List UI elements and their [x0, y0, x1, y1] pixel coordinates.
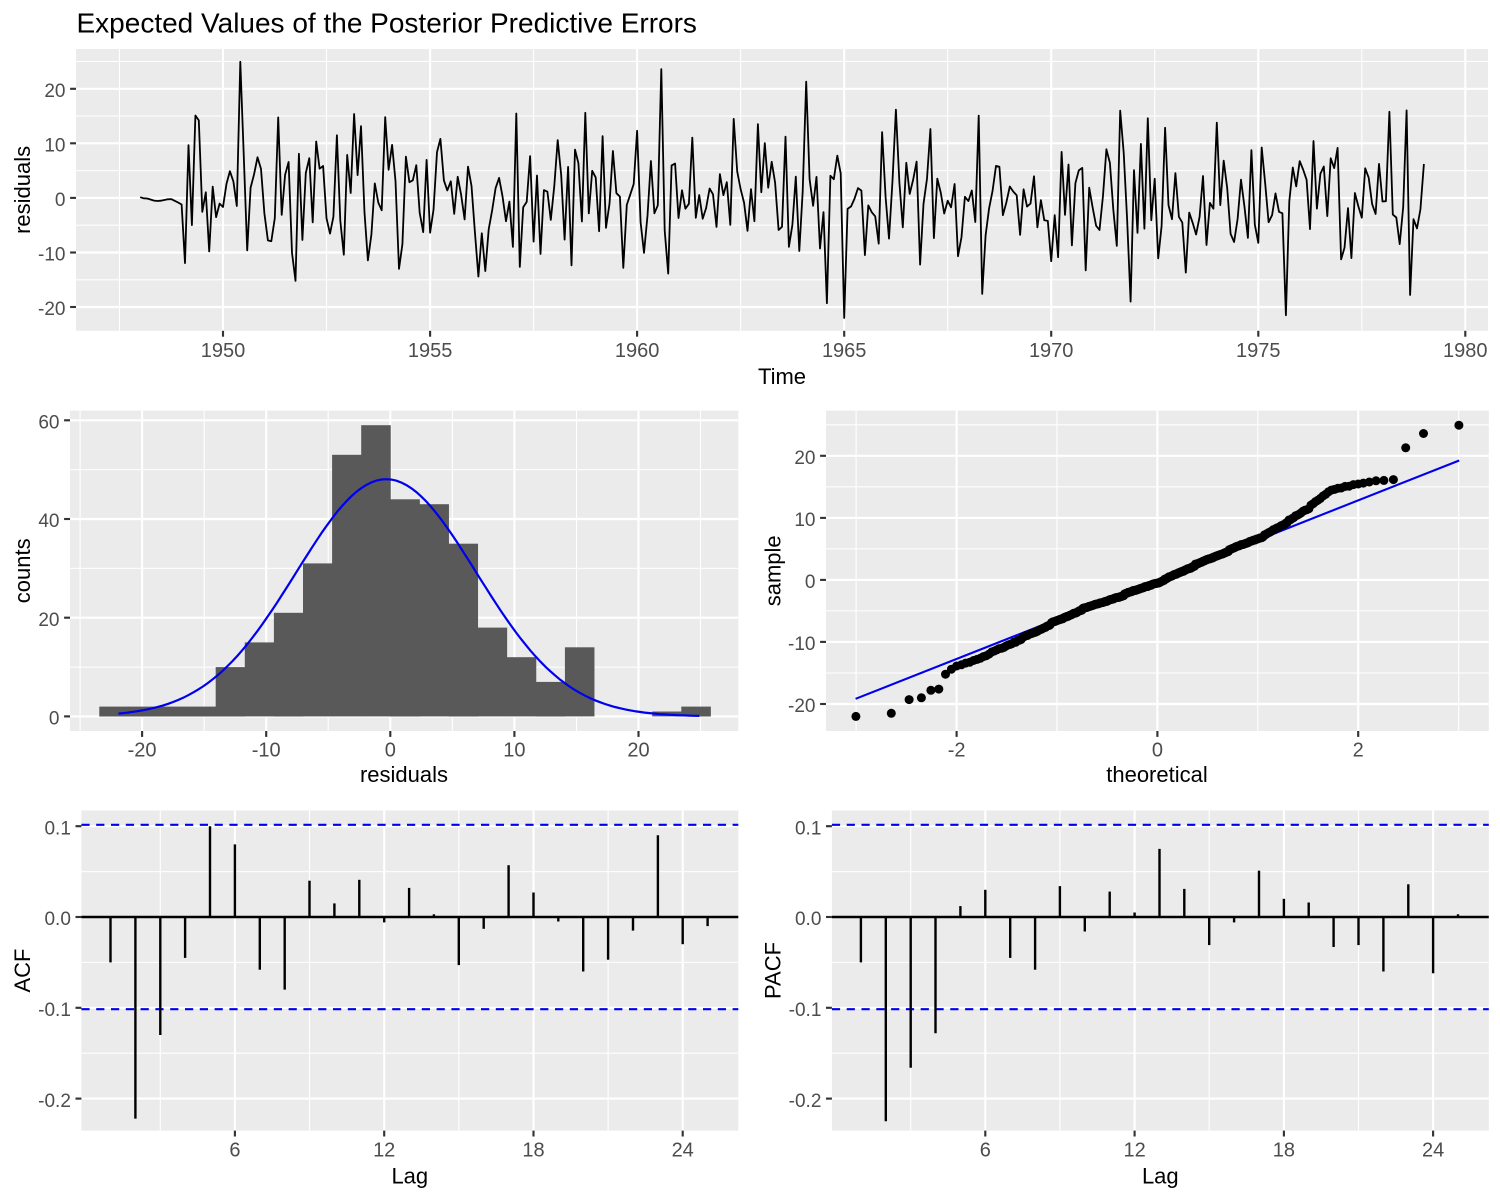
- svg-text:1960: 1960: [615, 340, 660, 362]
- svg-text:-0.2: -0.2: [38, 1091, 71, 1112]
- svg-text:24: 24: [1422, 1140, 1444, 1162]
- svg-text:-10: -10: [38, 245, 65, 266]
- svg-text:1980: 1980: [1443, 340, 1488, 362]
- svg-text:-0.2: -0.2: [789, 1091, 822, 1112]
- svg-text:-20: -20: [38, 299, 65, 320]
- svg-text:10: 10: [794, 510, 815, 531]
- svg-text:20: 20: [44, 81, 65, 102]
- svg-text:-10: -10: [252, 740, 281, 762]
- svg-text:2: 2: [1353, 740, 1364, 762]
- svg-text:counts: counts: [10, 538, 35, 603]
- svg-text:-2: -2: [948, 740, 966, 762]
- svg-text:sample: sample: [761, 535, 786, 606]
- svg-text:10: 10: [44, 136, 65, 157]
- svg-text:1965: 1965: [822, 340, 867, 362]
- svg-text:40: 40: [38, 511, 59, 532]
- svg-text:Expected Values of the Posteri: Expected Values of the Posterior Predict…: [77, 8, 697, 39]
- svg-text:24: 24: [672, 1140, 694, 1162]
- svg-text:20: 20: [794, 448, 815, 469]
- svg-text:0.1: 0.1: [795, 818, 821, 839]
- svg-text:ACF: ACF: [10, 949, 35, 993]
- svg-text:6: 6: [229, 1140, 240, 1162]
- svg-text:0.0: 0.0: [44, 909, 70, 930]
- svg-text:12: 12: [1123, 1140, 1145, 1162]
- svg-text:18: 18: [1273, 1140, 1295, 1162]
- svg-text:20: 20: [627, 740, 649, 762]
- svg-text:10: 10: [503, 740, 525, 762]
- svg-text:Lag: Lag: [391, 1164, 428, 1189]
- svg-text:60: 60: [38, 413, 59, 434]
- svg-text:0: 0: [55, 190, 66, 211]
- svg-text:theoretical: theoretical: [1106, 762, 1208, 787]
- svg-text:0: 0: [49, 709, 60, 730]
- svg-text:-10: -10: [788, 634, 815, 655]
- svg-text:0: 0: [805, 572, 816, 593]
- svg-text:1950: 1950: [201, 340, 246, 362]
- svg-text:0.0: 0.0: [795, 909, 821, 930]
- svg-text:residuals: residuals: [360, 762, 448, 787]
- svg-text:-20: -20: [128, 740, 157, 762]
- svg-text:residuals: residuals: [10, 146, 35, 234]
- svg-text:0: 0: [1152, 740, 1163, 762]
- svg-text:1970: 1970: [1029, 340, 1074, 362]
- svg-text:PACF: PACF: [761, 942, 786, 999]
- svg-text:-0.1: -0.1: [789, 1000, 822, 1021]
- svg-text:-20: -20: [788, 696, 815, 717]
- svg-text:0.1: 0.1: [44, 818, 70, 839]
- svg-text:1975: 1975: [1236, 340, 1281, 362]
- svg-text:1955: 1955: [408, 340, 453, 362]
- svg-text:-0.1: -0.1: [38, 1000, 71, 1021]
- svg-text:6: 6: [980, 1140, 991, 1162]
- svg-text:Time: Time: [758, 364, 806, 389]
- svg-text:18: 18: [522, 1140, 544, 1162]
- svg-text:0: 0: [385, 740, 396, 762]
- svg-text:20: 20: [38, 610, 59, 631]
- svg-text:12: 12: [373, 1140, 395, 1162]
- svg-text:Lag: Lag: [1142, 1164, 1179, 1189]
